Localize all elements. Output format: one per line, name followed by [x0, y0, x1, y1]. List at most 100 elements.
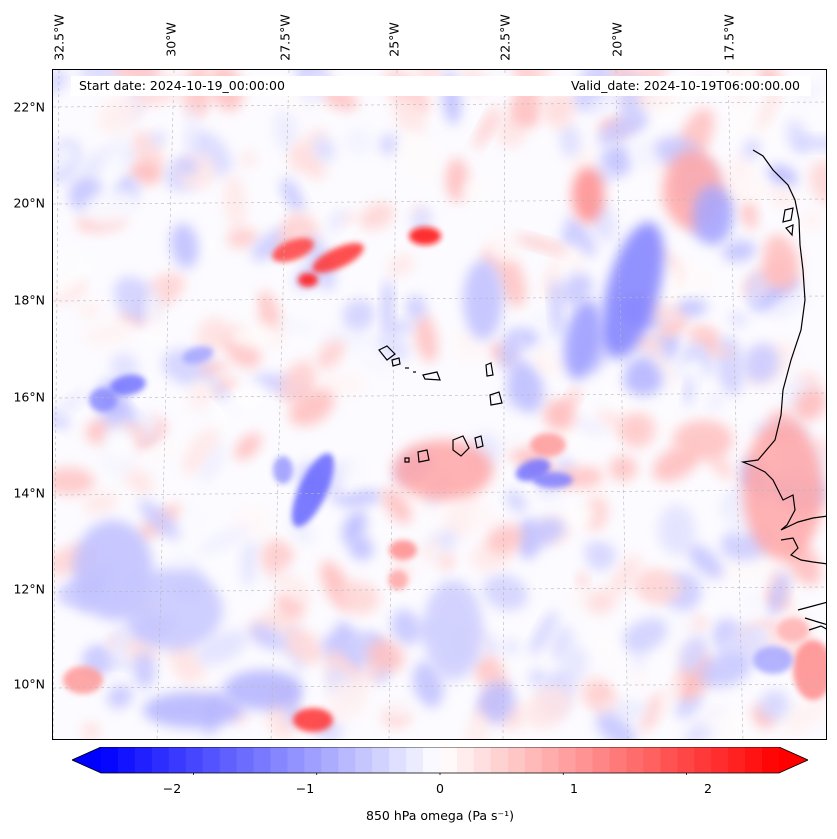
- colorbar-extend-min: [72, 747, 101, 773]
- omega-blob: [293, 708, 333, 732]
- omega-blob: [387, 253, 415, 278]
- omega-blob: [291, 453, 335, 527]
- omega-blob: [595, 712, 636, 739]
- omega-blob: [273, 456, 293, 484]
- omega-blob: [234, 433, 262, 460]
- omega-blob: [199, 361, 230, 375]
- colorbar-segment: [236, 747, 255, 773]
- omega-blob: [777, 618, 809, 642]
- omega-blob: [559, 124, 581, 158]
- omega-blob: [199, 444, 226, 484]
- omega-blob: [463, 260, 503, 340]
- colorbar: [72, 747, 808, 775]
- omega-blob: [570, 416, 607, 436]
- omega-blob: [793, 387, 826, 422]
- colorbar-segment: [117, 747, 136, 773]
- omega-blob: [197, 526, 251, 556]
- omega-blob: [123, 570, 223, 650]
- omega-blob: [142, 443, 186, 461]
- omega-blob: [82, 321, 133, 347]
- omega-blob: [686, 328, 711, 341]
- omega-blob: [281, 359, 315, 402]
- omega-blob: [559, 506, 596, 529]
- omega-blob: [473, 654, 505, 689]
- omega-blob: [660, 676, 682, 716]
- colorbar-segment: [101, 747, 119, 773]
- colorbar-segment: [711, 747, 729, 773]
- omega-blob: [312, 243, 364, 273]
- omega-blob: [53, 467, 95, 495]
- omega-blob: [181, 428, 220, 476]
- omega-blob: [462, 181, 488, 200]
- omega-blob: [543, 399, 575, 432]
- omega-blob: [367, 639, 405, 673]
- omega-blob: [325, 679, 369, 722]
- omega-blob: [312, 136, 336, 163]
- omega-blob: [466, 508, 498, 530]
- omega-blob: [771, 290, 811, 319]
- omega-blob: [185, 102, 198, 153]
- colorbar-segment: [490, 747, 509, 773]
- lat-label-14n: 14°N: [13, 485, 45, 501]
- omega-blob: [747, 270, 766, 310]
- omega-blob: [175, 157, 198, 175]
- lon-label-25w: 25°W: [386, 22, 402, 57]
- omega-blob: [602, 222, 664, 358]
- omega-blob: [405, 294, 427, 321]
- omega-blob: [622, 617, 668, 653]
- omega-blob: [799, 208, 823, 232]
- lat-label-16n: 16°N: [13, 389, 45, 405]
- omega-blob: [419, 539, 444, 564]
- lon-label-30w: 30°W: [163, 22, 179, 57]
- omega-blob: [282, 627, 325, 665]
- omega-blob: [327, 208, 346, 233]
- colorbar-ticks: [193, 773, 687, 775]
- omega-blob: [423, 580, 483, 680]
- omega-blob: [82, 189, 140, 227]
- omega-field-map: [53, 70, 826, 739]
- omega-blob: [359, 202, 395, 231]
- omega-blob: [793, 137, 826, 150]
- omega-blob: [143, 692, 243, 728]
- omega-blob: [385, 703, 418, 716]
- colorbar-segment: [456, 747, 475, 773]
- omega-blob: [585, 588, 617, 615]
- colorbar-segment: [355, 747, 373, 773]
- omega-blob: [128, 161, 163, 185]
- omega-blob: [505, 490, 527, 513]
- omega-blob: [699, 708, 750, 737]
- colorbar-segment: [677, 747, 695, 773]
- omega-blob: [677, 361, 705, 379]
- omega-blob: [439, 554, 456, 571]
- omega-blob: [550, 279, 563, 337]
- omega-blob: [646, 345, 681, 387]
- omega-blob: [85, 654, 139, 668]
- omega-blob: [189, 377, 212, 412]
- omega-blob: [117, 422, 154, 442]
- omega-blob: [223, 670, 303, 710]
- omega-blob: [248, 623, 285, 651]
- omega-blob: [389, 540, 417, 560]
- omega-blob: [223, 173, 246, 231]
- omega-blob: [341, 510, 367, 545]
- omega-blob: [77, 301, 102, 320]
- omega-blob: [768, 571, 789, 617]
- omega-blob: [486, 524, 524, 554]
- omega-blob: [146, 286, 160, 347]
- omega-blob: [633, 333, 664, 354]
- omega-blob: [766, 164, 798, 188]
- omega-blob: [124, 468, 155, 495]
- omega-blob: [344, 127, 373, 156]
- omega-blob: [149, 131, 167, 147]
- omega-blob: [474, 105, 500, 150]
- omega-blob: [170, 223, 200, 269]
- colorbar-segment: [745, 747, 763, 773]
- omega-blob: [715, 554, 766, 581]
- colorbar-segment: [728, 747, 746, 773]
- omega-blob: [743, 592, 762, 613]
- omega-blob: [533, 472, 573, 488]
- colorbar-segment: [592, 747, 611, 773]
- omega-blob: [273, 109, 299, 154]
- omega-blob: [530, 433, 566, 457]
- omega-blob: [382, 488, 412, 525]
